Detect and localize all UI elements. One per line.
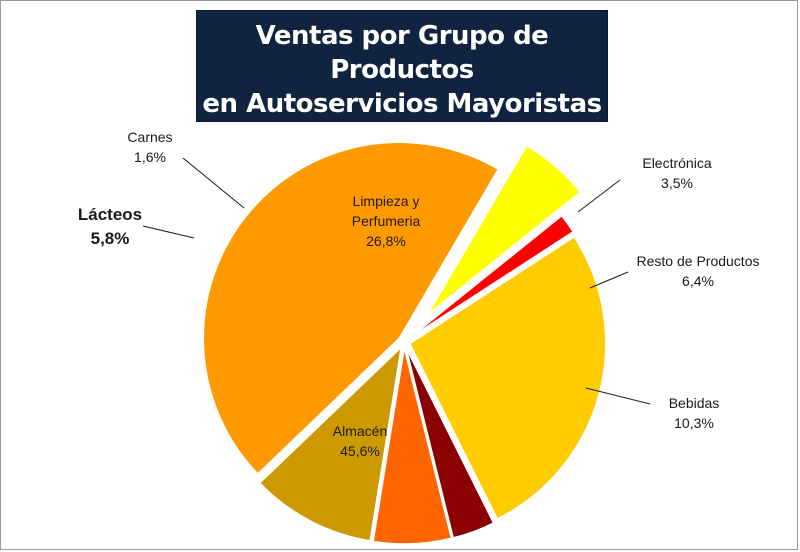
pie-slice-lacteos <box>426 144 582 316</box>
slice-value-electronica: 3,5% <box>661 175 693 191</box>
chart-title-line1: Ventas por Grupo de Productos <box>255 21 549 85</box>
slice-label-electronica: Electrónica <box>642 155 711 171</box>
leader-line-lacteos <box>142 225 195 239</box>
leader-line-carnes <box>182 157 245 209</box>
leader-line-electronica <box>577 179 621 213</box>
pie-slice-electronica <box>405 347 495 539</box>
slice-value-limpieza-y-perfumeria: 26,8% <box>366 233 406 249</box>
chart-title-line3: - junio 2021 - <box>331 124 473 146</box>
slice-label-limpieza-y-perfumeria: Limpieza y Perfumeria <box>352 193 421 229</box>
slice-value-bebidas: 10,3% <box>674 415 714 431</box>
pie-slice-carnes <box>408 214 575 340</box>
pie-slice-almacen <box>202 141 500 476</box>
slice-label-lacteos: Lácteos <box>78 205 142 224</box>
chart-title-line2: en Autoservicios Mayoristas <box>202 89 602 119</box>
slice-label-resto-de-productos: Resto de Productos <box>637 253 760 269</box>
leader-line-bebidas <box>585 387 651 405</box>
slice-label-carnes: Carnes <box>127 129 172 145</box>
pie-slice-bebidas <box>258 345 403 542</box>
slice-value-almacen: 45,6% <box>340 443 380 459</box>
pie-slice-resto-de-productos <box>372 347 453 545</box>
chart-title-box: Ventas por Grupo de Productos en Autoser… <box>196 10 608 146</box>
slice-label-almacen: Almacén <box>333 423 387 439</box>
pie-slice-limpieza-y-perfumeria <box>408 235 607 520</box>
slice-value-carnes: 1,6% <box>134 149 166 165</box>
slice-value-resto-de-productos: 6,4% <box>682 273 714 289</box>
leader-line-resto-de-productos <box>589 271 629 289</box>
slice-label-bebidas: Bebidas <box>669 395 720 411</box>
slice-value-lacteos: 5,8% <box>91 229 130 248</box>
